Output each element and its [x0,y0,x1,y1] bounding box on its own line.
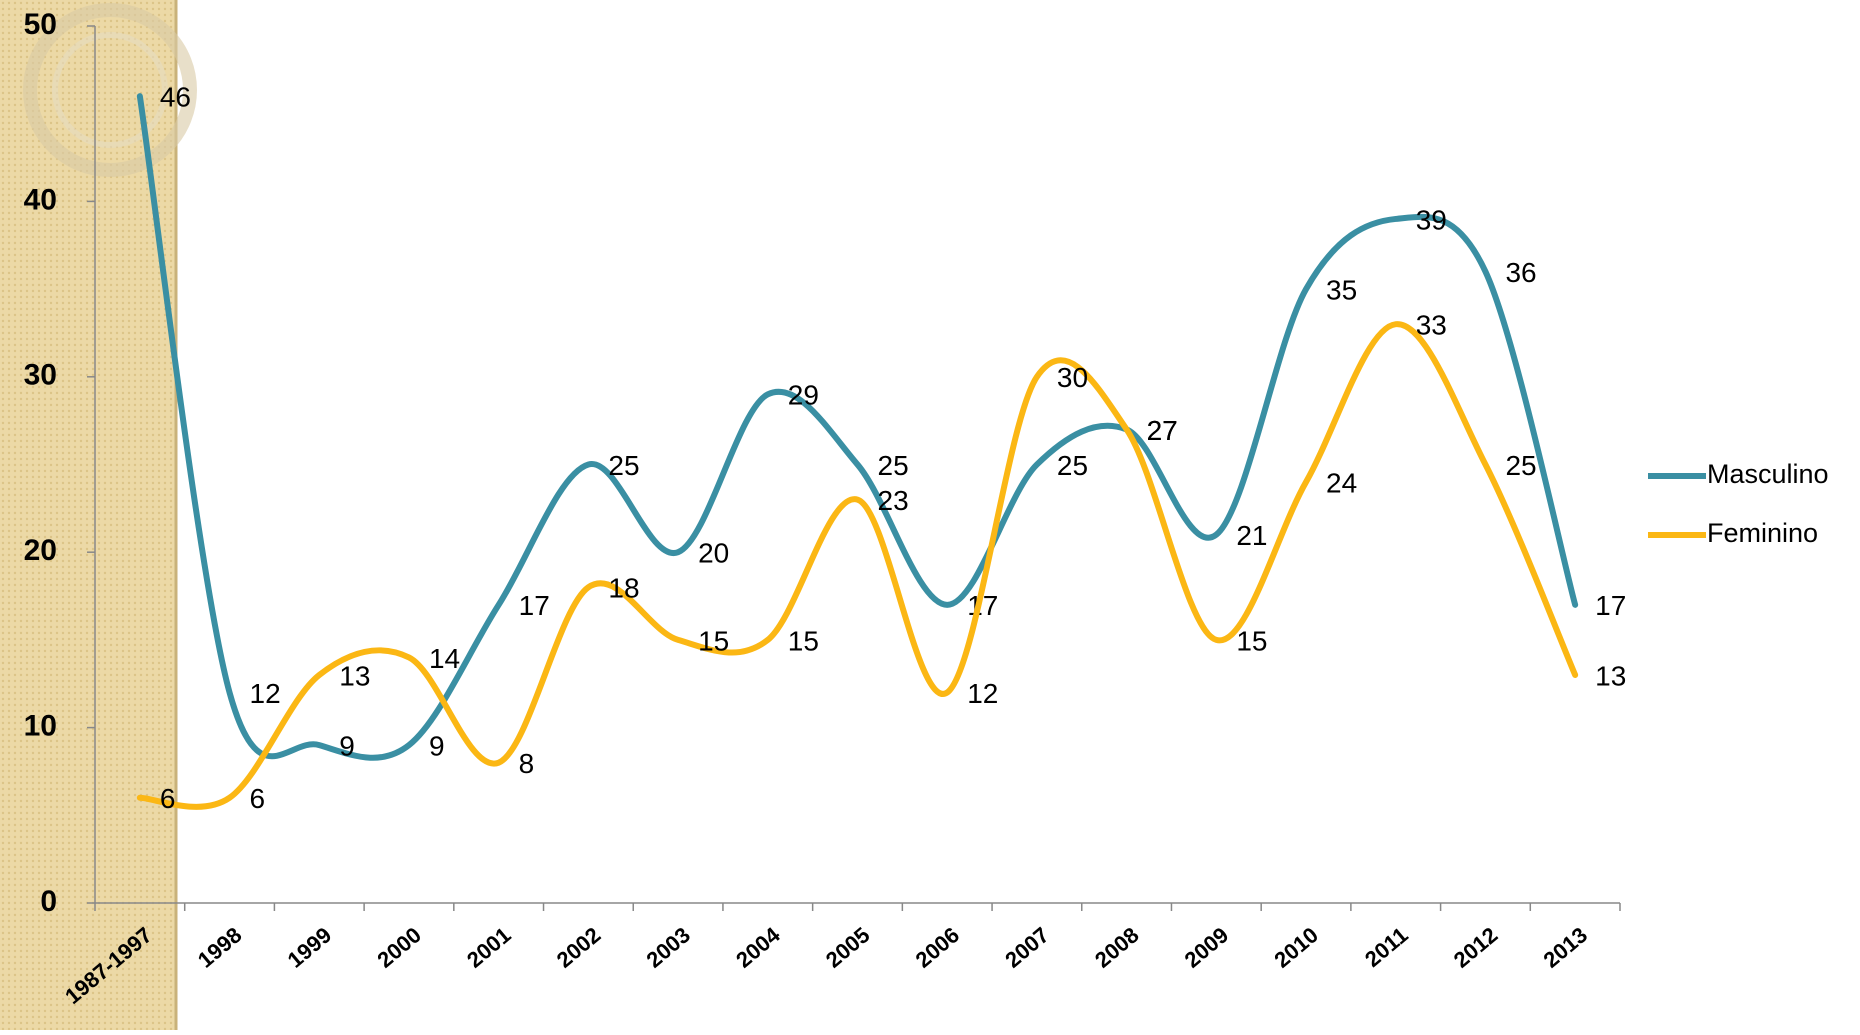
data-label: 6 [250,783,266,814]
data-label: 25 [1057,450,1088,481]
data-label: 23 [878,485,909,516]
series-line [136,321,1579,810]
data-label: 25 [1505,450,1536,481]
data-label: 39 [1416,204,1447,235]
x-tick-label: 2000 [372,922,426,973]
y-tick-label: 50 [24,8,57,41]
x-tick-label: 2008 [1090,922,1144,973]
data-label: 14 [429,643,460,674]
data-label: 36 [1505,257,1536,288]
data-label: 24 [1326,467,1357,498]
data-label: 15 [788,625,819,656]
data-label: 21 [1236,520,1267,551]
x-tick-label: 2003 [641,922,695,973]
data-label: 18 [608,573,639,604]
decor-ring [52,32,168,148]
decor-ring [23,3,197,177]
x-tick-label: 2001 [462,922,516,973]
data-label: 6 [160,783,176,814]
y-tick-label: 40 [24,183,57,216]
data-label: 33 [1416,310,1447,341]
data-label: 9 [429,731,445,762]
data-label: 15 [1236,625,1267,656]
legend-label: Feminino [1707,518,1818,548]
x-tick-label: 2007 [1000,922,1054,973]
data-label: 17 [519,590,550,621]
data-label: 35 [1326,274,1357,305]
data-label: 13 [1595,660,1626,691]
x-tick-label: 1998 [193,922,247,973]
data-label: 20 [698,538,729,569]
data-label: 27 [1147,415,1178,446]
y-tick-label: 30 [24,359,57,392]
x-tick-label: 2010 [1269,922,1323,973]
data-label: 15 [698,625,729,656]
legend-label: Masculino [1707,459,1829,489]
x-tick-label: 2009 [1180,922,1234,973]
data-label: 8 [519,748,535,779]
data-label: 12 [967,678,998,709]
data-label: 17 [1595,590,1626,621]
x-tick-label: 2005 [821,922,875,973]
data-label: 46 [160,82,191,113]
data-label: 25 [878,450,909,481]
series-line [136,93,1579,761]
x-tick-label: 2004 [731,922,785,973]
y-tick-label: 10 [24,710,57,743]
data-label: 12 [250,678,281,709]
x-tick-label: 2002 [552,922,606,973]
data-label: 29 [788,380,819,411]
x-tick-label: 1999 [283,922,337,973]
data-label: 27 [1147,415,1178,446]
x-tick-label: 2012 [1449,922,1503,973]
y-tick-label: 0 [40,885,57,918]
data-label: 25 [608,450,639,481]
data-label: 9 [339,731,355,762]
x-tick-label: 2013 [1539,922,1593,973]
data-label: 13 [339,660,370,691]
y-tick-label: 20 [24,534,57,567]
data-label: 30 [1057,362,1088,393]
x-tick-label: 2006 [911,922,965,973]
x-tick-label: 2011 [1360,922,1413,972]
